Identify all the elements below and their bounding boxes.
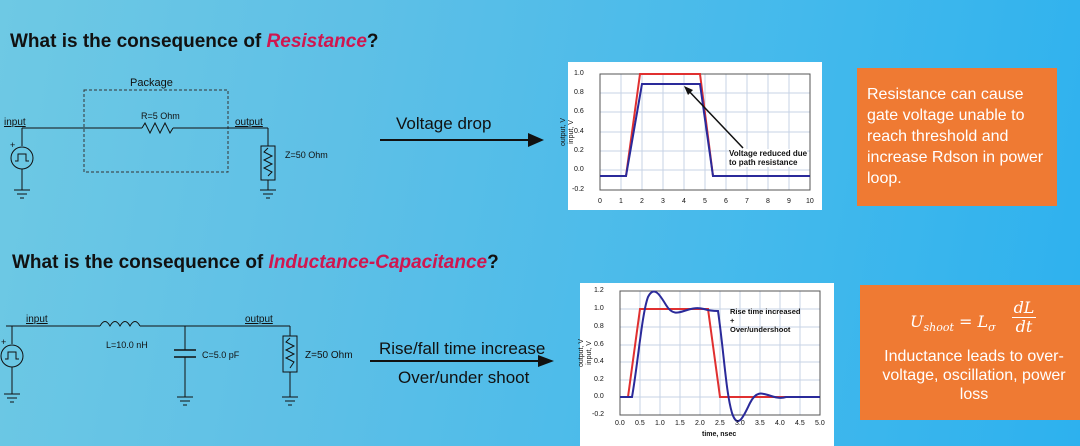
graph2-xtick: 2.5 xyxy=(715,420,725,427)
section2-question: What is the consequence of Inductance-Ca… xyxy=(12,252,499,273)
over-under-shoot-label: Over/under shoot xyxy=(398,368,530,387)
graph2-xtick: 4.5 xyxy=(795,420,805,427)
graph2-xtick: 4.0 xyxy=(775,420,785,427)
graph2-ytick: 1.2 xyxy=(594,287,604,294)
graph1-ytick: 0.8 xyxy=(574,89,584,96)
lc-response-graph: 1.2 1.0 0.8 0.6 0.4 0.2 0.0 -0.2 0.0 0.5… xyxy=(578,283,834,446)
output-label: output xyxy=(245,314,273,325)
section1-question: What is the consequence of Resistance? xyxy=(10,31,379,52)
equation-fraction: dL dt xyxy=(1012,298,1036,336)
svg-text:+: + xyxy=(1,337,6,347)
inductor-label: L=10.0 nH xyxy=(106,340,148,350)
graph1-xtick: 9 xyxy=(787,198,791,205)
graph1-xtick: 7 xyxy=(745,198,749,205)
graph2-xtick: 0.5 xyxy=(635,420,645,427)
resistance-keyword: Resistance xyxy=(266,31,367,52)
package-label: Package xyxy=(130,77,173,89)
graph2-xtick: 3.0 xyxy=(735,420,745,427)
resistance-circuit-diagram: + xyxy=(10,89,276,199)
graph2-ytick: 0.2 xyxy=(594,376,604,383)
graph1-xtick: 6 xyxy=(724,198,728,205)
inductance-explanation-text: Inductance leads to over-voltage, oscill… xyxy=(882,348,1066,403)
graph2-xtick: 5.0 xyxy=(815,420,825,427)
voltage-drop-graph: 1.0 0.8 0.6 0.4 0.2 0.0 -0.2 0 1 2 3 4 5… xyxy=(560,62,822,210)
output-trace xyxy=(620,290,820,422)
graph1-xtick: 1 xyxy=(619,198,623,205)
load-label: Z=50 Ohm xyxy=(285,150,328,160)
inductance-capacitance-keyword: Inductance-Capacitance xyxy=(268,252,488,273)
rise-fall-time-label: Rise/fall time increase xyxy=(379,339,546,358)
graph2-xtick: 1.0 xyxy=(655,420,665,427)
graph1-xtick: 10 xyxy=(806,198,814,205)
resistance-explanation-text: Resistance can cause gate voltage unable… xyxy=(867,86,1044,187)
graph1-ytick: 0.2 xyxy=(574,147,584,154)
graph2-xtick: 0.0 xyxy=(615,420,625,427)
graph2-ytick: 0.0 xyxy=(594,393,604,400)
arrow-right-icon xyxy=(370,355,554,367)
resistor-icon xyxy=(141,121,174,135)
graph2-ytick: 0.4 xyxy=(594,358,604,365)
graph2-ytick: 1.0 xyxy=(594,305,604,312)
graph1-plot-area xyxy=(599,73,811,191)
resistance-explanation-box: Resistance can cause gate voltage unable… xyxy=(857,68,1057,206)
graph1-xtick: 2 xyxy=(640,198,644,205)
graph2-xlabel: time, nsec xyxy=(702,431,737,438)
graph1-xtick: 5 xyxy=(703,198,707,205)
graph1-xtick: 4 xyxy=(682,198,686,205)
graph2-ytick: -0.2 xyxy=(592,411,605,418)
package-box xyxy=(83,89,229,173)
graph2-ytick: 0.8 xyxy=(594,323,604,330)
graph1-annotation: Voltage reduced due to path resistance xyxy=(729,149,808,167)
graph1-ytick: 0.0 xyxy=(574,166,584,173)
graph2-annotation: Rise time increased + Over/undershoot xyxy=(730,307,801,334)
inductance-explanation-box: Ushoot = Lσ dL dt Inductance leads to ov… xyxy=(860,285,1080,420)
graph1-xtick: 0 xyxy=(598,198,602,205)
inductor-icon xyxy=(99,321,141,328)
graph2-plot-area xyxy=(619,290,821,422)
graph1-xtick: 3 xyxy=(661,198,665,205)
lc-circuit-diagram: + xyxy=(0,321,298,406)
graph1-ytick: 0.4 xyxy=(574,128,584,135)
voltage-drop-label: Voltage drop xyxy=(396,114,492,133)
graph2-xtick: 3.5 xyxy=(755,420,765,427)
graph1-xtick: 8 xyxy=(766,198,770,205)
graph2-ytick: 0.6 xyxy=(594,341,604,348)
capacitor-label: C=5.0 pF xyxy=(202,350,240,360)
voltage-source-icon xyxy=(0,344,24,368)
graph2-xtick: 1.5 xyxy=(675,420,685,427)
output-trace xyxy=(600,83,810,177)
overshoot-equation: Ushoot = Lσ xyxy=(910,312,996,335)
voltage-source-icon xyxy=(10,146,34,170)
graph2-xtick: 2.0 xyxy=(695,420,705,427)
arrow-right-icon xyxy=(380,133,544,147)
load-impedance-icon xyxy=(260,145,276,181)
resistor-label: R=5 Ohm xyxy=(141,111,180,121)
graph1-ytick: 0.6 xyxy=(574,108,584,115)
input-label: input xyxy=(4,117,26,128)
input-label: input xyxy=(26,314,48,325)
svg-text:+: + xyxy=(10,140,15,150)
load-label: Z=50 Ohm xyxy=(305,350,353,361)
graph1-ytick: -0.2 xyxy=(572,186,585,193)
graph1-ytick: 1.0 xyxy=(574,70,584,77)
output-label: output xyxy=(235,117,263,128)
